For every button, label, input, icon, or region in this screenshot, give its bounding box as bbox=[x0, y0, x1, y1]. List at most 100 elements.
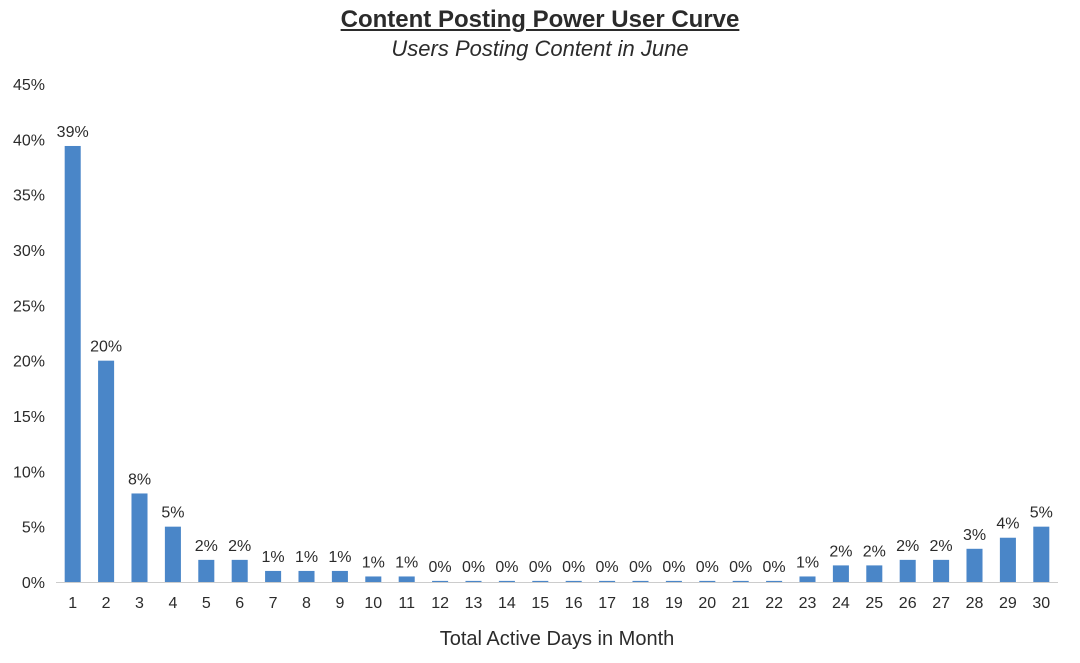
data-label: 4% bbox=[996, 516, 1019, 533]
x-tick-label: 5 bbox=[202, 595, 211, 612]
bar bbox=[832, 565, 849, 582]
x-tick-label: 14 bbox=[498, 595, 516, 612]
bar bbox=[966, 548, 983, 582]
bar bbox=[599, 580, 616, 582]
bar bbox=[64, 145, 81, 582]
data-label: 0% bbox=[529, 559, 552, 576]
x-tick-label: 25 bbox=[865, 595, 883, 612]
x-tick-label: 16 bbox=[565, 595, 583, 612]
y-tick-label: 35% bbox=[13, 188, 45, 205]
bar bbox=[231, 559, 248, 582]
bar bbox=[999, 537, 1016, 582]
y-tick-label: 45% bbox=[13, 77, 45, 94]
bar bbox=[465, 580, 482, 582]
bar bbox=[131, 493, 148, 582]
data-label: 1% bbox=[796, 554, 819, 571]
x-tick-label: 29 bbox=[999, 595, 1017, 612]
bar bbox=[866, 565, 883, 582]
x-tick-label: 26 bbox=[899, 595, 917, 612]
data-label: 0% bbox=[429, 559, 452, 576]
bar bbox=[899, 559, 916, 582]
x-tick-label: 15 bbox=[531, 595, 549, 612]
data-label: 0% bbox=[596, 559, 619, 576]
data-label: 0% bbox=[763, 559, 786, 576]
x-tick-label: 27 bbox=[932, 595, 950, 612]
x-tick-label: 12 bbox=[431, 595, 449, 612]
data-label: 0% bbox=[462, 559, 485, 576]
y-tick-label: 10% bbox=[13, 464, 45, 481]
data-label: 2% bbox=[896, 538, 919, 555]
x-tick-label: 21 bbox=[732, 595, 750, 612]
data-label: 1% bbox=[328, 549, 351, 566]
data-label: 2% bbox=[829, 543, 852, 560]
data-label: 0% bbox=[629, 559, 652, 576]
x-tick-label: 20 bbox=[698, 595, 716, 612]
x-axis-title: Total Active Days in Month bbox=[440, 628, 675, 650]
bar bbox=[432, 580, 449, 582]
x-tick-label: 3 bbox=[135, 595, 144, 612]
chart-subtitle: Users Posting Content in June bbox=[391, 36, 689, 61]
data-label: 0% bbox=[729, 559, 752, 576]
y-tick-label: 5% bbox=[22, 520, 45, 537]
x-tick-label: 11 bbox=[398, 595, 415, 612]
y-tick-label: 15% bbox=[13, 409, 45, 426]
x-tick-label: 30 bbox=[1032, 595, 1050, 612]
bar bbox=[565, 580, 582, 582]
x-tick-label: 10 bbox=[364, 595, 382, 612]
data-label: 2% bbox=[930, 538, 953, 555]
y-tick-label: 20% bbox=[13, 354, 45, 371]
data-label: 1% bbox=[395, 554, 418, 571]
bar bbox=[265, 570, 282, 582]
y-tick-label: 40% bbox=[13, 132, 45, 149]
x-tick-label: 7 bbox=[269, 595, 278, 612]
y-tick-label: 30% bbox=[13, 243, 45, 260]
data-label: 20% bbox=[90, 339, 122, 356]
x-tick-label: 18 bbox=[632, 595, 650, 612]
x-tick-label: 28 bbox=[966, 595, 984, 612]
bar bbox=[1033, 526, 1050, 582]
x-tick-label: 1 bbox=[68, 595, 77, 612]
data-label: 5% bbox=[161, 505, 184, 522]
data-label: 0% bbox=[495, 559, 518, 576]
bar bbox=[766, 580, 783, 582]
data-labels: 39% 20% 8% 5% 2% 2% 1% 1% 1% 1% 1% 0% 0% 0% 0% 0% 0% 0% 0%… bbox=[57, 124, 1053, 576]
x-tick-label: 4 bbox=[168, 595, 177, 612]
data-label: 2% bbox=[195, 538, 218, 555]
x-tick-label: 24 bbox=[832, 595, 850, 612]
x-tick-label: 19 bbox=[665, 595, 683, 612]
bar bbox=[498, 580, 515, 582]
x-tick-label: 8 bbox=[302, 595, 311, 612]
bar bbox=[632, 580, 649, 582]
data-label: 3% bbox=[963, 527, 986, 544]
x-tick-label: 2 bbox=[102, 595, 111, 612]
bar bbox=[331, 570, 348, 582]
data-label: 2% bbox=[228, 538, 251, 555]
bar bbox=[665, 580, 682, 582]
y-tick-label: 25% bbox=[13, 298, 45, 315]
y-axis-ticks: 0% 5% 10% 15% 20% 25% 30% 35% 40% 45% bbox=[13, 77, 45, 592]
x-tick-label: 6 bbox=[235, 595, 244, 612]
data-label: 1% bbox=[262, 549, 285, 566]
bars bbox=[64, 145, 1050, 582]
bar bbox=[699, 580, 716, 582]
data-label: 0% bbox=[562, 559, 585, 576]
bar bbox=[365, 576, 382, 582]
data-label: 5% bbox=[1030, 505, 1053, 522]
chart-title: Content Posting Power User Curve bbox=[340, 6, 740, 33]
bar bbox=[198, 559, 215, 582]
bar bbox=[532, 580, 549, 582]
bar bbox=[732, 580, 749, 582]
data-label: 2% bbox=[863, 543, 886, 560]
y-tick-label: 0% bbox=[22, 575, 45, 592]
bar bbox=[298, 570, 315, 582]
bar bbox=[398, 576, 415, 582]
data-label: 0% bbox=[696, 559, 719, 576]
x-axis-ticks: 1 2 3 4 5 6 7 8 9 10 11 12 13 14 15 16 17 18 19 20 21 22 23 24 2… bbox=[68, 595, 1050, 612]
x-tick-label: 13 bbox=[465, 595, 483, 612]
data-label: 1% bbox=[362, 554, 385, 571]
bar bbox=[799, 576, 816, 582]
bar bbox=[933, 559, 950, 582]
x-tick-label: 23 bbox=[799, 595, 817, 612]
data-label: 8% bbox=[128, 471, 151, 488]
